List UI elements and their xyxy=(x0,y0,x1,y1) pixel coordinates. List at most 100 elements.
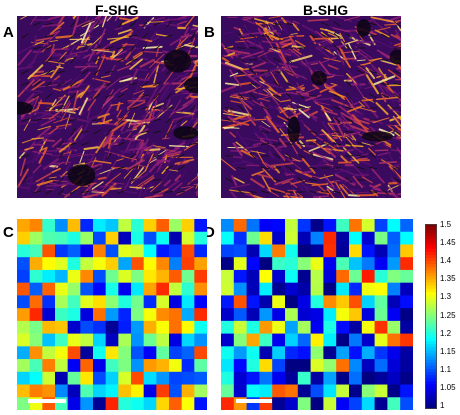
colorbar-segment xyxy=(425,344,437,348)
heatmap-cell xyxy=(42,231,56,245)
heatmap-cell xyxy=(169,295,183,309)
heatmap-cell xyxy=(323,371,337,385)
colorbar-segment xyxy=(425,405,437,410)
heatmap-cell xyxy=(374,269,388,284)
heatmap-cell xyxy=(246,244,260,258)
heatmap-cell xyxy=(118,371,132,385)
heatmap-cell xyxy=(105,384,119,398)
heatmap-cell xyxy=(400,397,413,410)
heatmap-cell xyxy=(336,257,350,271)
orientation-vectors xyxy=(224,21,401,195)
heatmap-cell xyxy=(361,371,375,385)
heatmap-cell xyxy=(29,269,43,284)
heatmap-cell xyxy=(297,384,311,398)
heatmap-cell xyxy=(374,295,388,309)
heatmap-cell xyxy=(67,295,81,309)
colorbar-segment xyxy=(425,350,437,354)
heatmap-cell xyxy=(336,219,350,233)
heatmap-cell xyxy=(194,257,207,271)
heatmap-cell xyxy=(67,269,81,284)
heatmap-cell xyxy=(336,333,350,347)
heatmap-cell xyxy=(297,320,311,334)
colorbar-segment xyxy=(425,331,437,336)
heatmap-cell xyxy=(17,219,31,233)
colorbar-segment xyxy=(425,239,437,243)
heatmap-cell xyxy=(17,244,31,258)
heatmap-cell xyxy=(17,282,31,296)
heatmap-cell xyxy=(105,397,119,410)
heatmap-cell xyxy=(221,359,235,373)
heatmap-cell xyxy=(400,308,413,322)
colorbar-segment xyxy=(425,298,437,302)
colorbar-segment xyxy=(425,267,437,271)
heatmap-cell xyxy=(349,244,363,258)
panel-title-fshg: F-SHG xyxy=(95,2,139,18)
heatmap-cell xyxy=(272,308,286,322)
heatmap-cell xyxy=(131,384,145,398)
colorbar-segment xyxy=(425,279,437,284)
heatmap-cell xyxy=(285,320,299,334)
colorbar-segment xyxy=(425,372,437,376)
heatmap-cell xyxy=(374,244,388,258)
colorbar-segment xyxy=(425,378,437,382)
heatmap-cell xyxy=(42,219,56,233)
heatmap-cell xyxy=(93,257,107,271)
heatmap-cell xyxy=(131,371,145,385)
heatmap-cell xyxy=(246,371,260,385)
heatmap-cell xyxy=(323,308,337,322)
heatmap-cell xyxy=(310,295,324,309)
heatmap-cell xyxy=(194,219,207,233)
heatmap-cell xyxy=(17,308,31,322)
heatmap-cell xyxy=(221,269,235,284)
heatmap-cell xyxy=(361,257,375,271)
heatmap-cell xyxy=(361,308,375,322)
heatmap-cell xyxy=(374,371,388,385)
heatmap-cell xyxy=(323,397,337,410)
heatmap-cell xyxy=(336,384,350,398)
heatmap-cell xyxy=(272,333,286,347)
colorbar-segment xyxy=(425,254,437,259)
heatmap-cell xyxy=(349,269,363,284)
heatmap-cell xyxy=(285,397,299,410)
heatmap-cell xyxy=(374,333,388,347)
heatmap-cell xyxy=(285,371,299,385)
heatmap-cell xyxy=(323,295,337,309)
heatmap-cell xyxy=(336,346,350,360)
heatmap-cell xyxy=(17,320,31,334)
heatmap-cell xyxy=(67,346,81,360)
heatmap-cell xyxy=(143,231,157,245)
heatmap-cell xyxy=(221,244,235,258)
heatmap-cell xyxy=(169,320,183,334)
heatmap-cell xyxy=(55,269,69,284)
heatmap-cell xyxy=(118,219,132,233)
heatmap-cell xyxy=(233,219,247,233)
heatmap-cell xyxy=(17,333,31,347)
fshg-image xyxy=(17,16,198,198)
heatmap-cell xyxy=(297,359,311,373)
heatmap-cell xyxy=(246,282,260,296)
heatmap-cell xyxy=(259,346,273,360)
heatmap-cell xyxy=(400,371,413,385)
heatmap-cell xyxy=(118,320,132,334)
heatmap-cell xyxy=(67,320,81,334)
heatmap-cell xyxy=(233,295,247,309)
colorbar-tick-label: 1.1 xyxy=(440,364,452,374)
heatmap-cell xyxy=(181,346,195,360)
heatmap-cell xyxy=(169,282,183,296)
heatmap-cell xyxy=(67,244,81,258)
colorbar-segment xyxy=(425,356,437,361)
heatmap-cell xyxy=(181,320,195,334)
heatmap-cell xyxy=(349,282,363,296)
colorbar-tick-label: 1.35 xyxy=(440,274,456,284)
heatmap-cell xyxy=(361,295,375,309)
heatmap-cell xyxy=(29,320,43,334)
heatmap-cell xyxy=(143,308,157,322)
heatmap-cell xyxy=(29,371,43,385)
heatmap-cell xyxy=(400,346,413,360)
fshg-heatmap-panel xyxy=(17,219,207,410)
colorbar-segment xyxy=(425,224,437,228)
bshg-heatmap-panel xyxy=(221,219,413,410)
heatmap-cell xyxy=(194,244,207,258)
heatmap-cell xyxy=(400,359,413,373)
heatmap-cell xyxy=(67,257,81,271)
